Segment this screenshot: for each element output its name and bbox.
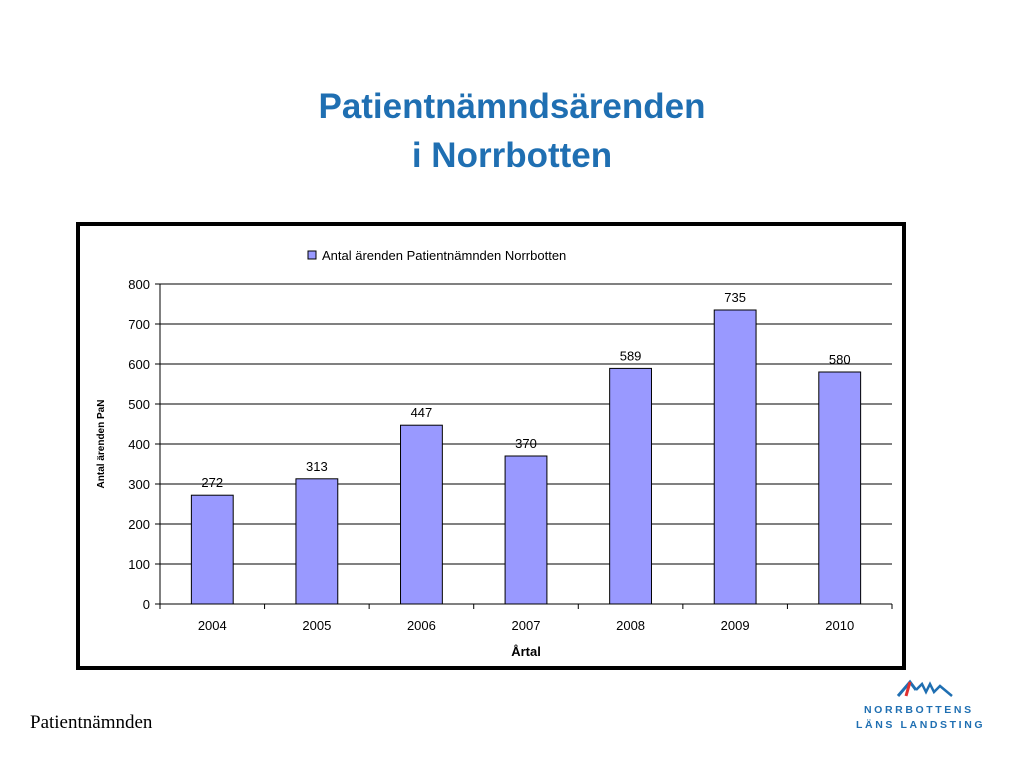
logo-text-line2: LÄNS LANDSTING (856, 719, 986, 731)
data-label: 580 (829, 352, 851, 367)
x-tick-label: 2008 (616, 618, 645, 633)
y-tick-label: 0 (143, 597, 150, 612)
y-tick-label: 600 (128, 357, 150, 372)
y-tick-label: 300 (128, 477, 150, 492)
bar (609, 367, 652, 605)
y-tick-label: 400 (128, 437, 150, 452)
bar (713, 309, 757, 605)
data-label: 447 (411, 405, 433, 420)
logo-mark-icon (896, 679, 953, 697)
x-tick-label: 2004 (198, 618, 227, 633)
bar (190, 494, 234, 605)
footer-label: Patientnämnden (30, 712, 153, 733)
x-tick-label: 2010 (825, 618, 854, 633)
y-tick-label: 800 (128, 277, 150, 292)
slide-title: Patientnämndsärenden i Norrbotten (0, 82, 1024, 180)
legend-swatch (307, 250, 317, 260)
bar (295, 478, 339, 605)
data-label: 370 (515, 436, 537, 451)
x-tick-label: 2006 (407, 618, 436, 633)
logo-text-line1: NORRBOTTENS (864, 704, 974, 716)
bar (504, 455, 548, 605)
data-label: 589 (620, 348, 642, 363)
y-axis-label: Antal ärenden PaN (96, 400, 107, 489)
data-label: 735 (724, 290, 746, 305)
bar (400, 424, 443, 605)
slide-title-line2: i Norrbotten (411, 136, 613, 175)
bar-chart: 0 100 200 300 400 500 600 700 800 272 2004 313 2005 4… (96, 248, 893, 659)
x-tick-label: 2009 (721, 618, 750, 633)
data-label: 313 (306, 459, 328, 474)
chart-frame: 0 100 200 300 400 500 600 700 800 272 2004 313 2005 4… (76, 222, 906, 670)
bar (818, 371, 862, 605)
y-tick-label: 700 (128, 317, 150, 332)
y-tick-label: 200 (128, 517, 150, 532)
y-tick-label: 100 (128, 557, 150, 572)
norrbottens-lans-landsting-logo: NORRBOTTENS LÄNS LANDSTING (856, 676, 996, 736)
y-tick-label: 500 (128, 397, 150, 412)
x-tick-label: 2007 (512, 618, 541, 633)
legend-label: Antal ärenden Patientnämnden Norrbotten (322, 248, 566, 263)
x-tick-label: 2005 (302, 618, 331, 633)
slide-title-line1: Patientnämndsärenden (318, 87, 706, 126)
data-label: 272 (201, 475, 223, 490)
x-axis-label: Årtal (511, 644, 541, 659)
